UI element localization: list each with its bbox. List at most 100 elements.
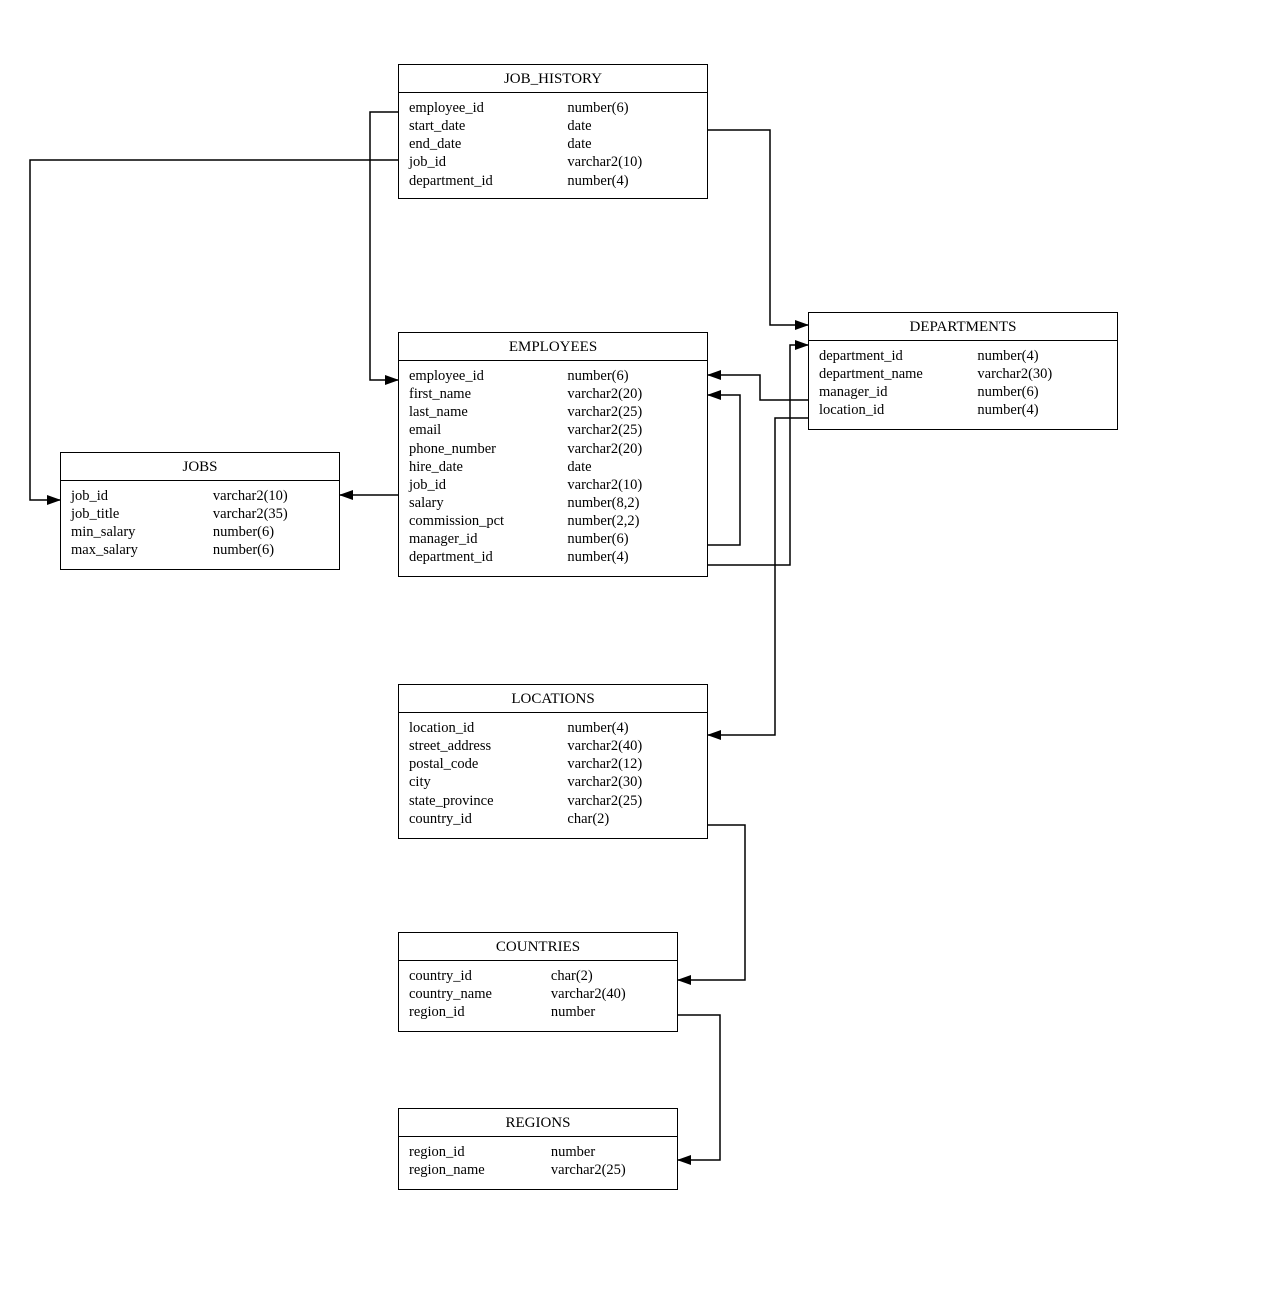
- column-type: number(4): [567, 719, 697, 737]
- column-name: department_id: [409, 172, 567, 190]
- column-name: min_salary: [71, 523, 213, 541]
- entity-title: DEPARTMENTS: [809, 313, 1117, 341]
- column-type: number(4): [977, 401, 1107, 419]
- column-type: number(6): [213, 523, 329, 541]
- column-row: employee_idnumber(6): [409, 99, 697, 117]
- connector-jobhist-to-employees: [370, 112, 398, 380]
- column-name: department_id: [409, 548, 567, 566]
- column-row: department_idnumber(4): [409, 172, 697, 190]
- column-row: job_idvarchar2(10): [409, 153, 697, 171]
- er-diagram-canvas: JOB_HISTORY employee_idnumber(6)start_da…: [0, 0, 1262, 1293]
- column-name: max_salary: [71, 541, 213, 559]
- column-type: number(4): [567, 548, 697, 566]
- entity-columns: location_idnumber(4)street_addressvarcha…: [399, 713, 707, 836]
- entity-columns: department_idnumber(4)department_namevar…: [809, 341, 1117, 428]
- column-name: country_id: [409, 967, 551, 985]
- column-row: region_idnumber: [409, 1143, 667, 1161]
- connector-jobhist-to-jobs: [30, 160, 398, 500]
- column-row: street_addressvarchar2(40): [409, 737, 697, 755]
- connector-jobhist-to-departments: [708, 130, 808, 325]
- column-row: end_datedate: [409, 135, 697, 153]
- column-type: number(2,2): [567, 512, 697, 530]
- column-row: start_datedate: [409, 117, 697, 135]
- column-row: max_salarynumber(6): [71, 541, 329, 559]
- entity-columns: employee_idnumber(6)first_namevarchar2(2…: [399, 361, 707, 574]
- column-row: last_namevarchar2(25): [409, 403, 697, 421]
- column-row: salarynumber(8,2): [409, 494, 697, 512]
- column-type: char(2): [551, 967, 667, 985]
- column-name: last_name: [409, 403, 567, 421]
- column-name: hire_date: [409, 458, 567, 476]
- column-name: email: [409, 421, 567, 439]
- column-type: date: [567, 458, 697, 476]
- column-type: varchar2(10): [567, 153, 697, 171]
- entity-title: LOCATIONS: [399, 685, 707, 713]
- column-name: first_name: [409, 385, 567, 403]
- connector-locations-to-countries: [678, 825, 745, 980]
- column-row: manager_idnumber(6): [819, 383, 1107, 401]
- entity-title: JOB_HISTORY: [399, 65, 707, 93]
- column-name: department_id: [819, 347, 977, 365]
- column-row: region_namevarchar2(25): [409, 1161, 667, 1179]
- column-type: varchar2(12): [567, 755, 697, 773]
- column-name: employee_id: [409, 367, 567, 385]
- entity-columns: country_idchar(2)country_namevarchar2(40…: [399, 961, 677, 1029]
- column-name: country_id: [409, 810, 567, 828]
- column-row: manager_idnumber(6): [409, 530, 697, 548]
- column-name: postal_code: [409, 755, 567, 773]
- column-name: state_province: [409, 792, 567, 810]
- column-name: job_title: [71, 505, 213, 523]
- column-row: country_namevarchar2(40): [409, 985, 667, 1003]
- column-name: job_id: [409, 153, 567, 171]
- column-row: location_idnumber(4): [819, 401, 1107, 419]
- column-type: varchar2(25): [567, 403, 697, 421]
- column-name: start_date: [409, 117, 567, 135]
- column-name: city: [409, 773, 567, 791]
- column-type: varchar2(40): [567, 737, 697, 755]
- column-row: postal_codevarchar2(12): [409, 755, 697, 773]
- entity-columns: region_idnumberregion_namevarchar2(25): [399, 1137, 677, 1187]
- column-type: number: [551, 1143, 667, 1161]
- column-type: number(6): [977, 383, 1107, 401]
- column-row: cityvarchar2(30): [409, 773, 697, 791]
- entity-job-history: JOB_HISTORY employee_idnumber(6)start_da…: [398, 64, 708, 199]
- column-type: varchar2(25): [567, 421, 697, 439]
- entity-regions: REGIONS region_idnumberregion_namevarcha…: [398, 1108, 678, 1190]
- column-name: region_id: [409, 1003, 551, 1021]
- column-name: location_id: [409, 719, 567, 737]
- column-row: job_idvarchar2(10): [409, 476, 697, 494]
- column-row: emailvarchar2(25): [409, 421, 697, 439]
- column-name: street_address: [409, 737, 567, 755]
- column-type: varchar2(30): [977, 365, 1107, 383]
- column-name: region_id: [409, 1143, 551, 1161]
- column-type: varchar2(10): [213, 487, 329, 505]
- column-type: date: [567, 135, 697, 153]
- column-name: manager_id: [819, 383, 977, 401]
- column-type: varchar2(30): [567, 773, 697, 791]
- entity-title: REGIONS: [399, 1109, 677, 1137]
- entity-employees: EMPLOYEES employee_idnumber(6)first_name…: [398, 332, 708, 577]
- column-name: manager_id: [409, 530, 567, 548]
- column-row: first_namevarchar2(20): [409, 385, 697, 403]
- column-row: commission_pctnumber(2,2): [409, 512, 697, 530]
- column-type: varchar2(35): [213, 505, 329, 523]
- column-row: location_idnumber(4): [409, 719, 697, 737]
- column-type: varchar2(20): [567, 440, 697, 458]
- entity-columns: employee_idnumber(6)start_datedateend_da…: [399, 93, 707, 198]
- column-name: end_date: [409, 135, 567, 153]
- column-row: phone_numbervarchar2(20): [409, 440, 697, 458]
- column-name: job_id: [71, 487, 213, 505]
- column-row: state_provincevarchar2(25): [409, 792, 697, 810]
- column-type: number(6): [213, 541, 329, 559]
- column-row: country_idchar(2): [409, 967, 667, 985]
- column-type: varchar2(10): [567, 476, 697, 494]
- column-name: phone_number: [409, 440, 567, 458]
- column-row: department_idnumber(4): [409, 548, 697, 566]
- entity-title: EMPLOYEES: [399, 333, 707, 361]
- column-type: date: [567, 117, 697, 135]
- column-row: min_salarynumber(6): [71, 523, 329, 541]
- column-name: commission_pct: [409, 512, 567, 530]
- entity-title: COUNTRIES: [399, 933, 677, 961]
- column-row: job_idvarchar2(10): [71, 487, 329, 505]
- column-type: number(4): [977, 347, 1107, 365]
